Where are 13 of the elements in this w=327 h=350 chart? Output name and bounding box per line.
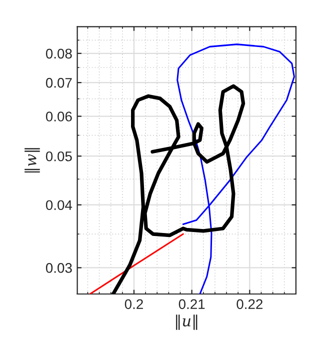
line-series: [176, 44, 295, 294]
x-tick-label: 0.22: [236, 299, 262, 310]
y-tick-label: 0.06: [46, 112, 72, 122]
x-axis-title: ‖u‖: [176, 314, 198, 330]
y-tick-label: 0.05: [46, 151, 72, 162]
y-axis-title: ‖w‖: [24, 148, 40, 173]
x-tick-label: 0.2: [124, 299, 143, 310]
line-series: [111, 84, 246, 294]
y-tick-label: 0.03: [46, 263, 72, 273]
y-tick-label: 0.07: [46, 78, 72, 88]
x-tick-label: 0.21: [178, 299, 205, 310]
y-tick-label: 0.04: [46, 200, 72, 210]
y-tick-label: 0.08: [46, 48, 72, 59]
